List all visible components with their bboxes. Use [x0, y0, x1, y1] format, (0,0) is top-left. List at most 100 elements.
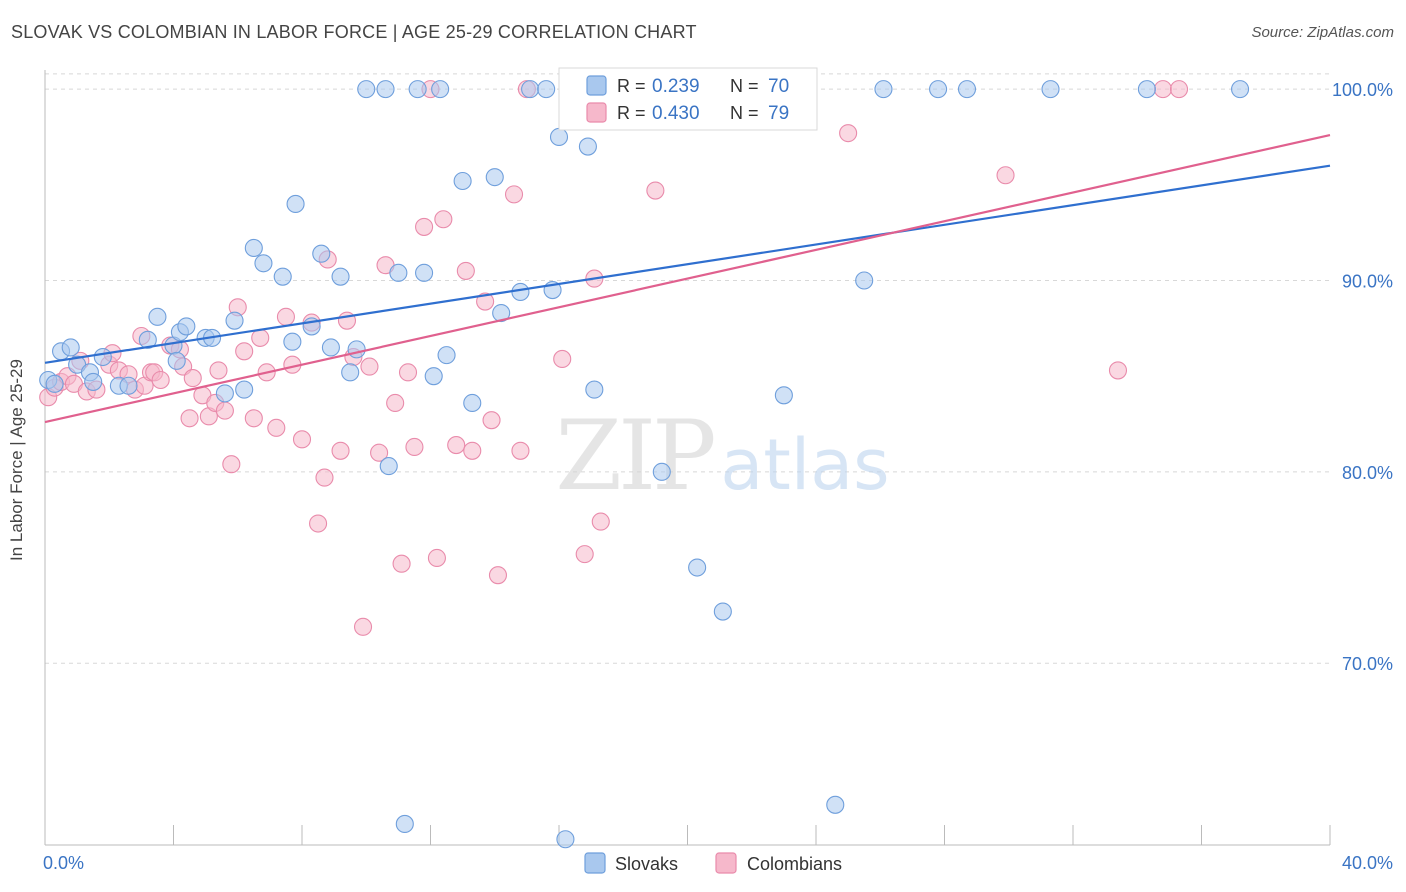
slovak-point	[578, 137, 597, 156]
slovak-point	[1231, 80, 1250, 99]
legend-r-value: 0.239	[652, 76, 700, 97]
slovak-point	[855, 271, 874, 290]
colombian-point	[476, 292, 495, 311]
legend-item-colombians: Colombians	[747, 854, 842, 874]
legend-swatch-colombians	[715, 852, 737, 874]
slovak-point	[357, 80, 376, 99]
legend-r-label: R =	[617, 103, 646, 123]
slovak-point	[688, 558, 707, 577]
legend-swatch-slovaks	[584, 852, 606, 874]
slovak-point	[148, 307, 167, 326]
legend-r-value: 0.430	[652, 103, 700, 124]
colombian-point	[463, 441, 482, 460]
slovak-point	[395, 814, 414, 834]
slovak-point	[415, 263, 434, 282]
slovak-point	[1041, 80, 1060, 99]
colombian-point	[309, 514, 328, 533]
slovak-point	[84, 372, 103, 391]
tick-labels: 70.0% 80.0% 90.0% 100.0% 0.0% 40.0%	[43, 80, 1393, 873]
slovak-point	[244, 238, 263, 258]
slovak-point	[177, 317, 196, 336]
slovak-point	[652, 462, 671, 481]
slovak-point	[453, 171, 472, 191]
legend-r-label: R =	[617, 76, 646, 96]
slovak-point	[45, 374, 64, 393]
watermark-atlas: atlas	[720, 424, 889, 506]
colombian-point	[151, 370, 170, 390]
colombian-point	[244, 409, 263, 428]
colombian-point	[370, 443, 389, 462]
colombian-point	[405, 437, 424, 457]
slovak-point	[874, 80, 893, 99]
colombian-point	[392, 554, 411, 573]
slovak-point	[463, 393, 482, 413]
legend-item-slovaks: Slovaks	[615, 854, 678, 874]
slovak-point	[556, 830, 575, 849]
axes	[44, 70, 1331, 846]
slovak-point	[713, 602, 732, 621]
y-tick-label: 100.0%	[1332, 80, 1393, 100]
stats-legend: R = 0.239 N = 70 R = 0.430 N = 79	[558, 67, 818, 131]
slovak-point	[283, 332, 302, 351]
colombian-point	[488, 566, 508, 585]
watermark: ZIP atlas	[555, 400, 889, 512]
colombian-point	[996, 166, 1015, 185]
series-legend: Slovaks Colombians	[584, 852, 842, 874]
slovak-point	[1137, 80, 1156, 99]
slovak-point	[286, 194, 305, 214]
slovak-point	[549, 127, 569, 147]
legend-n-value: 70	[768, 76, 789, 97]
colombian-point	[504, 185, 524, 204]
slovak-point	[235, 380, 254, 399]
colombian-point	[482, 411, 501, 430]
colombian-point	[456, 261, 475, 280]
x-tick-label: 0.0%	[43, 853, 84, 873]
legend-swatch-colombians	[586, 102, 607, 123]
colombian-point	[292, 430, 312, 449]
slovak-point	[321, 338, 340, 357]
y-tick-label: 80.0%	[1342, 463, 1393, 483]
colombian-point	[267, 418, 286, 437]
colombian-point	[553, 349, 572, 369]
slovak-point	[225, 311, 244, 330]
colombian-point	[434, 210, 453, 229]
colombian-point	[386, 393, 405, 413]
slovak-point	[119, 376, 138, 395]
slovak-point	[424, 367, 443, 386]
slovak-point	[273, 267, 292, 286]
slovak-point	[61, 338, 80, 357]
slovak-point	[376, 80, 395, 99]
colombian-point	[427, 548, 446, 568]
colombian-point	[276, 307, 295, 326]
watermark-zip: ZIP	[555, 400, 714, 512]
slovak-point	[347, 340, 366, 359]
colombian-point	[360, 357, 379, 376]
slovak-point	[389, 263, 408, 282]
colombian-point	[1169, 80, 1189, 99]
legend-n-label: N =	[730, 103, 759, 123]
slovak-point	[585, 380, 604, 399]
grid-lines	[45, 73, 1330, 664]
colombian-point	[315, 468, 334, 487]
colombian-point	[353, 617, 373, 636]
series-slovaks-points	[39, 80, 1250, 849]
colombian-point	[839, 124, 858, 143]
slovak-point	[312, 244, 331, 263]
chart-title: SLOVAK VS COLOMBIAN IN LABOR FORCE | AGE…	[11, 22, 697, 42]
colombian-point	[215, 401, 234, 420]
colombian-point	[235, 342, 254, 361]
colombian-point	[222, 455, 241, 474]
trend-line-slovaks	[44, 164, 1331, 364]
slovak-point	[537, 80, 556, 99]
colombian-point	[591, 512, 610, 531]
colombian-point	[511, 441, 530, 460]
slovak-point	[521, 80, 540, 99]
slovak-point	[957, 80, 977, 99]
slovak-point	[167, 351, 186, 370]
colombian-point	[646, 181, 665, 200]
slovak-point	[492, 303, 511, 323]
slovak-point	[826, 795, 845, 814]
slovak-point	[215, 384, 234, 403]
legend-n-value: 79	[768, 103, 789, 124]
